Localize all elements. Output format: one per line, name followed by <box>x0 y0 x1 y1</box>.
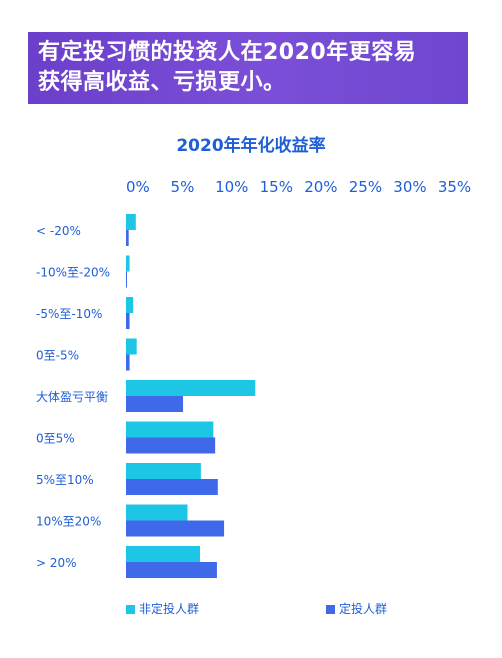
x-axis-ticks: 0% 5% 10% 15% 20% 25% 30% 35% <box>126 178 471 196</box>
bar-non-dca <box>126 214 136 230</box>
bar-non-dca <box>126 504 188 521</box>
x-tick-label: 35% <box>438 178 471 196</box>
headline-line-2: 获得高收益、亏损更小。 <box>38 70 286 95</box>
bar-non-dca <box>126 463 201 479</box>
x-tick-label: 10% <box>215 178 248 196</box>
headline-banner: 有定投习惯的投资人在2020年更容易 获得高收益、亏损更小。 <box>28 32 468 104</box>
bar-dca <box>126 230 129 246</box>
bar-dca <box>126 479 218 495</box>
bar-dca <box>126 271 127 288</box>
legend-swatch-dca <box>326 605 335 614</box>
x-tick-label: 20% <box>304 178 337 196</box>
bar-non-dca <box>126 546 200 562</box>
bar-non-dca <box>126 421 214 438</box>
category-label: 0至5% <box>36 432 75 446</box>
headline-text: 有定投习惯的投资人在2020年更容易 获得高收益、亏损更小。 <box>38 38 460 98</box>
x-tick-label: 0% <box>126 178 150 196</box>
bar-non-dca <box>126 380 256 396</box>
category-label: 大体盈亏平衡 <box>36 390 108 404</box>
bar-dca <box>126 437 216 454</box>
bar-dca <box>126 562 217 578</box>
bar-dca <box>126 520 225 537</box>
legend-label-non-dca: 非定投人群 <box>139 602 200 616</box>
x-tick-label: 25% <box>349 178 382 196</box>
category-labels: < -20% -10%至-20% -5%至-10% 0至-5% 大体盈亏平衡 0至5% 5%… <box>36 224 110 570</box>
category-label: 10%至20% <box>36 515 101 529</box>
bar-dca <box>126 396 184 412</box>
category-label: 0至-5% <box>36 349 79 363</box>
category-label: 5%至10% <box>36 473 94 487</box>
legend-item-non-dca: 非定投人群 <box>126 600 199 618</box>
bar-non-dca <box>126 338 137 355</box>
category-label: -5%至-10% <box>36 307 102 321</box>
bar-dca <box>126 354 130 371</box>
x-tick-label: 30% <box>393 178 426 196</box>
bars <box>126 214 256 578</box>
x-tick-label: 5% <box>171 178 195 196</box>
legend-item-dca: 定投人群 <box>326 600 387 618</box>
bar-non-dca <box>126 297 134 313</box>
category-label: -10%至-20% <box>36 266 110 280</box>
x-tick-label: 15% <box>260 178 293 196</box>
legend-swatch-non-dca <box>126 605 135 614</box>
bar-non-dca <box>126 255 130 272</box>
chart-title: 2020年年化收益率 <box>176 136 326 156</box>
bar-dca <box>126 313 130 329</box>
category-label: < -20% <box>36 224 81 238</box>
headline-line-1: 有定投习惯的投资人在2020年更容易 <box>38 40 417 65</box>
legend-label-dca: 定投人群 <box>339 602 388 616</box>
category-label: > 20% <box>36 556 77 570</box>
